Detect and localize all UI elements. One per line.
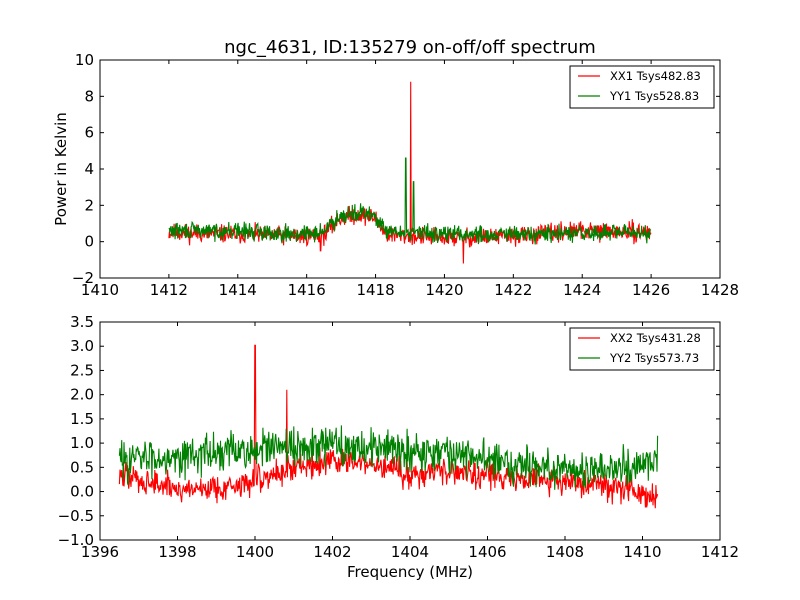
bottom-tick-layer: 1396 1398 1400 1402 1404 1406 1408 1410 1412 −1.0…: [58, 313, 740, 561]
y-tick-label: 2.0: [70, 386, 94, 404]
series-line-bottom-0: [118, 344, 659, 509]
y-tick-label: 3.0: [70, 337, 94, 355]
series-line-top-0: [168, 81, 652, 264]
y-tick-label: 0.0: [70, 483, 94, 501]
top-y-axis-label: Power in Kelvin: [52, 112, 70, 226]
x-tick-label: 1412: [150, 281, 188, 299]
y-tick-label: −2: [72, 269, 94, 287]
y-tick-label: −0.5: [58, 507, 94, 525]
x-tick-label: 1408: [546, 543, 584, 561]
bottom-legend-box: [569, 327, 715, 371]
x-tick-label: 1426: [632, 281, 670, 299]
y-tick-label: 3.5: [70, 313, 94, 331]
x-tick-label: 1412: [701, 543, 739, 561]
x-tick-label: 1400: [236, 543, 274, 561]
x-tick-label: 1410: [81, 281, 119, 299]
x-tick-label: 1404: [391, 543, 429, 561]
top-legend-label-xx1: XX1 Tsys482.83: [610, 69, 701, 83]
top-series-layer: [168, 81, 652, 264]
x-tick-label: 1396: [81, 543, 119, 561]
bottom-legend-label-xx2: XX2 Tsys431.28: [610, 331, 701, 345]
y-tick-label: −1.0: [58, 531, 94, 549]
y-tick-label: 1.0: [70, 434, 94, 452]
y-tick-label: 1.5: [70, 410, 94, 428]
x-tick-label: 1416: [288, 281, 326, 299]
top-legend-label-yy1: YY1 Tsys528.83: [609, 89, 699, 103]
bottom-legend: XX2 Tsys431.28 YY2 Tsys573.73: [569, 327, 715, 371]
x-tick-label: 1428: [701, 281, 739, 299]
subplot-bottom: 1396 1398 1400 1402 1404 1406 1408 1410 1412 −1.0…: [58, 313, 740, 581]
y-tick-label: 2.5: [70, 361, 94, 379]
y-tick-label: 0.5: [70, 458, 94, 476]
bottom-x-axis-label: Frequency (MHz): [347, 563, 473, 581]
y-tick-label: 6: [84, 124, 94, 142]
top-tick-layer: 1410 1412 1414 1416 1418 1420 1422 1424 1426 1428…: [72, 51, 739, 299]
x-tick-label: 1402: [313, 543, 351, 561]
x-tick-label: 1398: [158, 543, 196, 561]
x-tick-label: 1406: [468, 543, 506, 561]
top-legend: XX1 Tsys482.83 YY1 Tsys528.83: [569, 65, 715, 109]
y-tick-label: 0: [84, 233, 94, 251]
y-tick-label: 2: [84, 196, 94, 214]
bottom-series-layer: [118, 344, 659, 509]
x-tick-label: 1418: [356, 281, 394, 299]
x-tick-label: 1420: [425, 281, 463, 299]
x-tick-label: 1422: [494, 281, 532, 299]
series-line-bottom-1: [118, 425, 659, 490]
y-tick-label: 4: [84, 160, 94, 178]
x-tick-label: 1410: [623, 543, 661, 561]
bottom-legend-label-yy2: YY2 Tsys573.73: [609, 351, 699, 365]
series-line-top-1: [168, 157, 652, 245]
y-tick-label: 8: [84, 87, 94, 105]
x-tick-label: 1414: [219, 281, 257, 299]
y-tick-label: 10: [75, 51, 94, 69]
x-tick-label: 1424: [563, 281, 601, 299]
subplot-top: 1410 1412 1414 1416 1418 1420 1422 1424 1426 1428…: [52, 51, 739, 299]
figure-title: ngc_4631, ID:135279 on-off/off spectrum: [224, 37, 596, 58]
top-legend-box: [569, 65, 715, 109]
